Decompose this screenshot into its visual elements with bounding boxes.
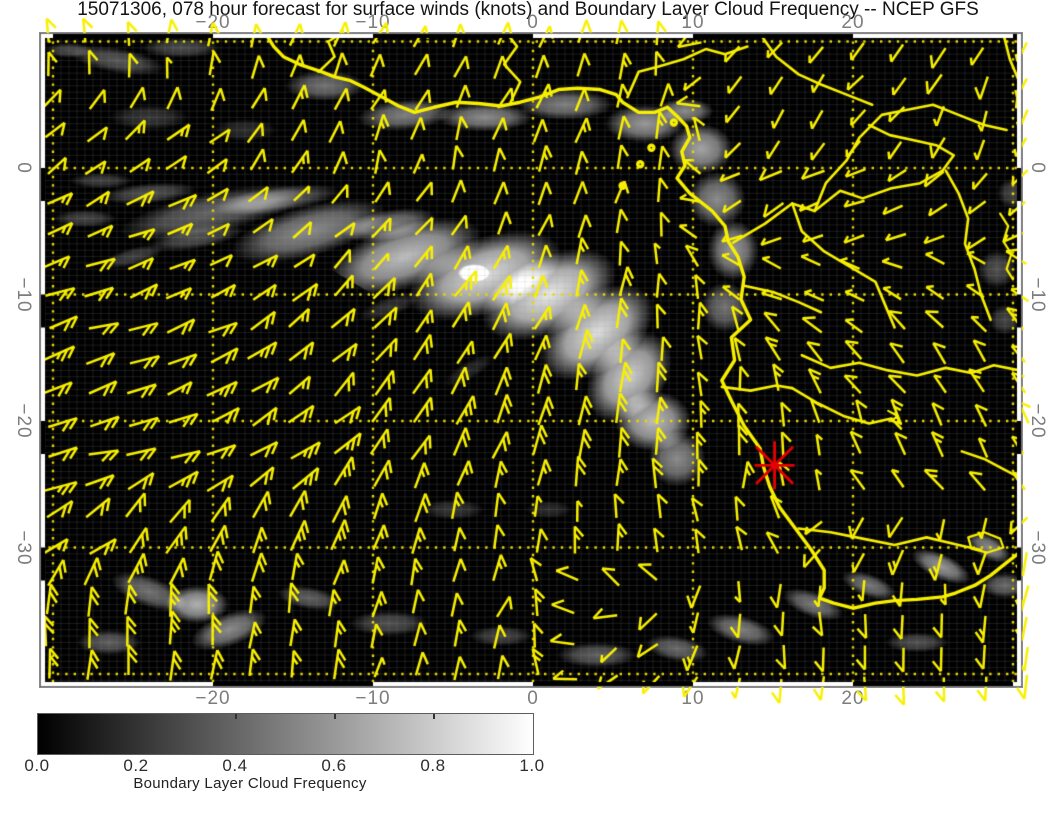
colorbar-tick-label: 0.0 [24,756,50,775]
colorbar-tick [433,714,435,719]
colorbar-tick-labels: 0.0 0.2 0.4 0.6 0.8 1.0 [24,756,544,776]
colorbar-tick-label: 0.6 [321,756,347,775]
colorbar-tick [235,714,237,719]
colorbar-tick-label: 0.2 [123,756,149,775]
colorbar-tick-label: 0.4 [222,756,248,775]
colorbar-tick [136,714,138,719]
colorbar [37,713,534,755]
colorbar-tick [334,714,336,719]
map-canvas [20,12,1042,716]
colorbar-tick-label: 1.0 [519,756,545,775]
colorbar-tick-label: 0.8 [420,756,446,775]
colorbar-title: Boundary Layer Cloud Frequency [133,775,367,792]
